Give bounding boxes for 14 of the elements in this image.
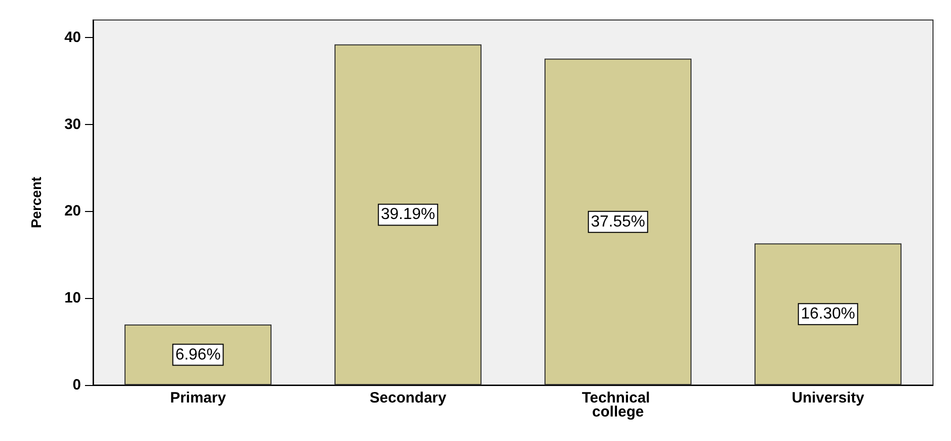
x-tick-label: Technical college bbox=[582, 390, 654, 420]
x-tick-label: Primary bbox=[170, 390, 227, 406]
y-axis-title: Percent bbox=[28, 176, 44, 228]
y-tick-label: 0 bbox=[72, 376, 81, 394]
y-tick-label: 30 bbox=[64, 116, 81, 133]
data-label: 39.19% bbox=[380, 206, 436, 224]
x-tick-label: University bbox=[792, 390, 865, 406]
data-label: 16.30% bbox=[800, 306, 856, 323]
y-tick-label: 40 bbox=[64, 28, 81, 46]
y-tick-label: 20 bbox=[64, 202, 81, 220]
y-tick-label: 10 bbox=[64, 290, 81, 307]
data-label: 37.55% bbox=[590, 213, 646, 230]
x-tick-label: Secondary bbox=[370, 390, 448, 406]
data-label: 6.96% bbox=[175, 346, 221, 364]
